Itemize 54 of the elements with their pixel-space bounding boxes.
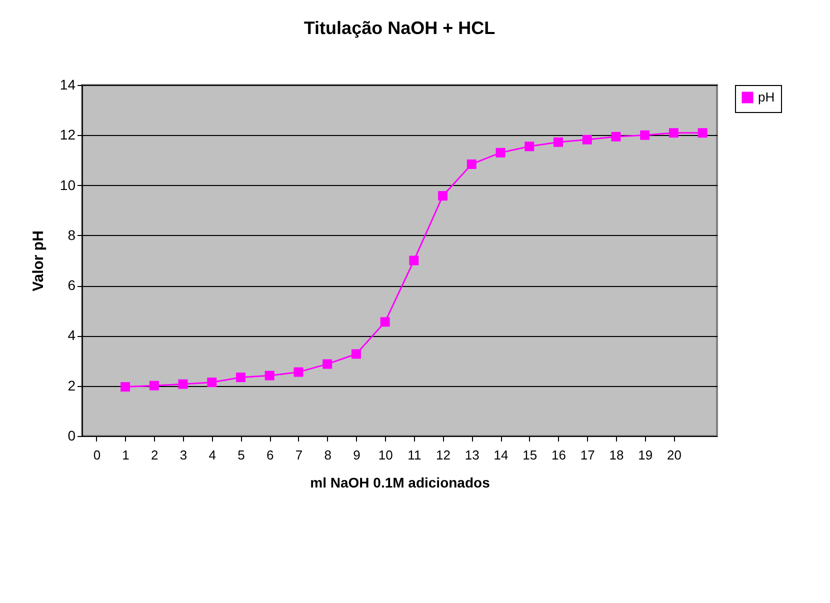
- x-tick-label: 19: [638, 448, 653, 462]
- point: [294, 367, 304, 377]
- point: [120, 382, 130, 392]
- point: [264, 370, 274, 380]
- x-tick-label: 12: [436, 448, 451, 462]
- x-tick-label: 7: [295, 448, 303, 462]
- x-tick-label: 11: [408, 448, 422, 462]
- x-tick-label: 8: [324, 448, 332, 462]
- y-tick-label: 10: [60, 176, 76, 193]
- y-tick-label: 14: [60, 76, 76, 92]
- point: [466, 159, 476, 169]
- x-tick-label: 9: [353, 448, 360, 462]
- chart-title: Titulação NaOH + HCL: [304, 18, 496, 38]
- y-tick-label: 2: [68, 377, 76, 394]
- point: [178, 379, 188, 389]
- x-tick-label: 16: [552, 448, 566, 462]
- x-tick-label: 13: [464, 448, 480, 462]
- point: [611, 132, 621, 142]
- x-tick-label: 15: [522, 448, 538, 462]
- x-tick-label: 2: [151, 448, 158, 462]
- x-tick-label: 3: [180, 448, 188, 462]
- point: [524, 142, 534, 152]
- x-tick-label: 0: [93, 448, 101, 462]
- point: [496, 148, 506, 158]
- point: [380, 317, 390, 327]
- x-tick-label: 18: [609, 448, 624, 462]
- point: [438, 191, 448, 201]
- x-axis-title: ml NaOH 0.1M adicionados: [310, 474, 490, 490]
- y-tick-label: 0: [68, 428, 76, 444]
- point: [668, 128, 678, 138]
- y-tick-label: 6: [68, 277, 76, 294]
- y-tick-label: 12: [60, 126, 76, 143]
- point: [322, 359, 332, 369]
- legend-label: pH: [758, 90, 775, 104]
- x-tick-label: 1: [122, 448, 130, 462]
- point: [554, 137, 563, 147]
- y-tick-label: 4: [68, 327, 76, 344]
- point: [582, 134, 592, 144]
- x-tick-label: 10: [378, 448, 393, 462]
- y-axis-title: Valor pH: [30, 230, 47, 292]
- point: [409, 256, 419, 266]
- point: [698, 128, 708, 138]
- y-tick-label: 8: [68, 226, 76, 243]
- x-tick-label: 17: [580, 448, 595, 462]
- point: [149, 380, 159, 390]
- point: [207, 378, 217, 388]
- x-tick-label: 4: [208, 448, 216, 462]
- point: [236, 372, 246, 382]
- point: [640, 130, 650, 140]
- x-tick-label: 5: [238, 448, 245, 462]
- x-tick-label: 14: [494, 448, 508, 462]
- x-tick-label: 20: [666, 448, 682, 462]
- point: [351, 349, 361, 359]
- x-tick-label: 6: [266, 448, 274, 462]
